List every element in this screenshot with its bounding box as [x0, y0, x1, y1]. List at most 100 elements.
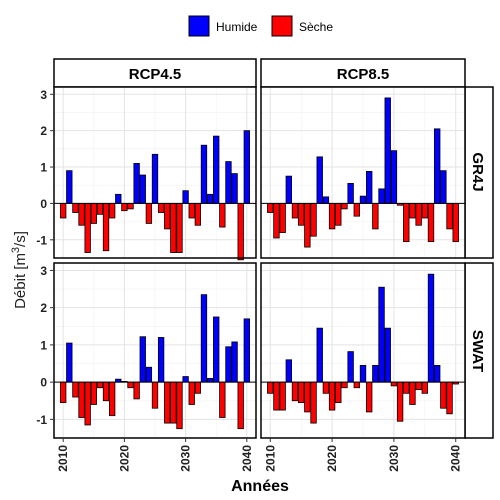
- bar-rcp45-swat-2025: [151, 381, 159, 409]
- bar-rcp85-swat-2034: [415, 381, 422, 390]
- bar-rcp45-gr4j-2037: [225, 161, 232, 204]
- column-strip-rcp85: RCP8.5: [260, 58, 466, 88]
- bar-rcp85-swat-2014: [291, 381, 299, 402]
- panel-rcp85-gr4j: [260, 86, 466, 259]
- y-tick-label: 3: [40, 88, 47, 102]
- bar-rcp85-gr4j-2025: [359, 195, 367, 204]
- bar-rcp45-gr4j-2034: [206, 193, 214, 204]
- bar-rcp45-gr4j-2025: [151, 153, 159, 204]
- bar-rcp45-gr4j-2010: [60, 203, 67, 219]
- x-tick-label: 2040: [449, 445, 463, 472]
- bar-rcp45-swat-2015: [90, 381, 97, 405]
- bar-rcp45-gr4j-2013: [78, 203, 85, 226]
- bar-rcp85-swat-2033: [409, 381, 416, 405]
- x-tick-label: 2020: [325, 445, 339, 472]
- bar-rcp45-gr4j-2038: [231, 173, 238, 204]
- x-tick-label: 2020: [117, 445, 131, 472]
- bar-rcp85-gr4j-2036: [427, 203, 435, 243]
- column-strip-label-rcp45: RCP4.5: [129, 66, 182, 83]
- bar-rcp85-swat-2024: [353, 381, 361, 389]
- y-tick-label: 0: [40, 197, 47, 211]
- y-axis-title-tail: /s]: [12, 231, 29, 247]
- bar-rcp45-swat-2011: [66, 342, 73, 383]
- x-axis-title: Années: [231, 478, 289, 495]
- bar-rcp85-swat-2030: [390, 381, 398, 387]
- bar-rcp85-gr4j-2012: [279, 203, 286, 233]
- bar-rcp45-gr4j-2023: [139, 174, 146, 204]
- bar-rcp45-gr4j-2035: [213, 135, 220, 204]
- bar-rcp45-gr4j-2027: [164, 203, 171, 230]
- panel-border: [260, 262, 466, 439]
- bar-rcp85-swat-2032: [403, 381, 410, 394]
- bar-rcp85-swat-2026: [365, 381, 373, 413]
- y-axis-title-base: Débit [m: [12, 253, 29, 309]
- column-strip-label-rcp85: RCP8.5: [337, 66, 390, 83]
- panel-rcp45-swat: -1 0 1 2 3 2010 2020 2030 2040: [36, 262, 257, 472]
- bar-rcp85-gr4j-2026: [365, 171, 373, 204]
- x-tick-label: 2030: [179, 445, 193, 472]
- bar-rcp85-gr4j-2023: [347, 183, 354, 204]
- bar-rcp85-swat-2036: [427, 273, 435, 383]
- bar-rcp85-gr4j-2018: [316, 156, 323, 204]
- bar-rcp45-swat-2018: [108, 381, 116, 417]
- bar-rcp45-swat-2022: [133, 381, 140, 400]
- bar-rcp45-gr4j-2032: [194, 203, 202, 226]
- y-tick-label: 2: [40, 124, 47, 138]
- bar-rcp45-swat-2039: [237, 381, 244, 430]
- bar-rcp85-gr4j-2017: [310, 203, 317, 237]
- bar-rcp85-gr4j-2039: [446, 203, 453, 230]
- bar-rcp45-swat-2012: [72, 381, 79, 398]
- y-tick-label: 0: [40, 376, 47, 390]
- bar-rcp85-swat-2035: [421, 381, 429, 394]
- legend-label-seche: Sèche: [299, 20, 333, 34]
- bar-rcp45-swat-2028: [170, 381, 177, 424]
- x-tick-label: 2040: [240, 445, 254, 472]
- bar-rcp45-gr4j-2017: [102, 203, 110, 252]
- bar-rcp85-gr4j-2033: [409, 203, 416, 219]
- column-strip-rcp45: RCP4.5: [53, 58, 257, 88]
- bar-rcp45-swat-2036: [219, 381, 226, 418]
- bar-rcp45-swat-2030: [182, 376, 189, 383]
- bar-rcp85-gr4j-2027: [372, 203, 379, 230]
- bar-rcp45-gr4j-2031: [188, 203, 195, 219]
- bar-rcp85-gr4j-2022: [341, 203, 348, 210]
- bar-rcp45-gr4j-2016: [96, 203, 104, 215]
- bar-rcp45-gr4j-2030: [182, 190, 189, 204]
- bar-rcp45-swat-2027: [164, 381, 171, 424]
- bar-rcp45-swat-2023: [139, 336, 146, 383]
- bar-rcp45-gr4j-2029: [176, 203, 183, 253]
- bar-rcp85-swat-2029: [384, 327, 391, 383]
- bar-rcp45-gr4j-2039: [237, 203, 244, 261]
- y-axis-title: Débit [m3/s]: [10, 231, 29, 309]
- bar-rcp85-swat-2011: [273, 381, 280, 411]
- bar-rcp45-swat-2014: [84, 381, 91, 426]
- row-strip-gr4j: GR4J: [464, 86, 494, 259]
- bar-rcp45-gr4j-2040: [243, 130, 250, 204]
- bar-rcp45-gr4j-2024: [145, 203, 153, 224]
- legend-key-humide: [188, 15, 210, 37]
- bar-rcp45-swat-2016: [96, 381, 104, 389]
- bar-rcp85-gr4j-2010: [267, 203, 274, 213]
- bar-rcp45-gr4j-2022: [133, 163, 140, 204]
- row-strip-label-swat: SWAT: [469, 330, 486, 372]
- bar-rcp85-gr4j-2037: [433, 128, 441, 204]
- x-tick-label: 2030: [387, 445, 401, 472]
- y-tick-label: -1: [36, 413, 47, 427]
- panels: -1 0 1 2 3 -1 0 1 2 3 2010 2020 2030 2040 2010 2020 2030…: [36, 86, 466, 472]
- bar-rcp85-swat-2017: [310, 381, 317, 424]
- bar-rcp45-gr4j-2028: [170, 203, 177, 253]
- legend: Humide Sèche: [188, 15, 333, 37]
- bar-rcp85-swat-2019: [322, 381, 330, 394]
- bar-rcp85-gr4j-2028: [378, 188, 385, 204]
- bar-rcp45-gr4j-2026: [157, 203, 165, 213]
- bar-rcp85-gr4j-2035: [421, 203, 429, 219]
- bar-rcp85-gr4j-2038: [440, 170, 447, 204]
- bar-rcp45-swat-2010: [60, 381, 67, 404]
- bar-rcp45-swat-2029: [176, 381, 183, 430]
- bar-rcp45-swat-2037: [225, 346, 232, 383]
- bar-rcp85-swat-2025: [359, 364, 367, 383]
- panel-rcp45-gr4j: -1 0 1 2 3: [36, 86, 257, 261]
- bar-rcp45-swat-2040: [243, 318, 250, 383]
- bar-rcp85-gr4j-2011: [273, 203, 280, 239]
